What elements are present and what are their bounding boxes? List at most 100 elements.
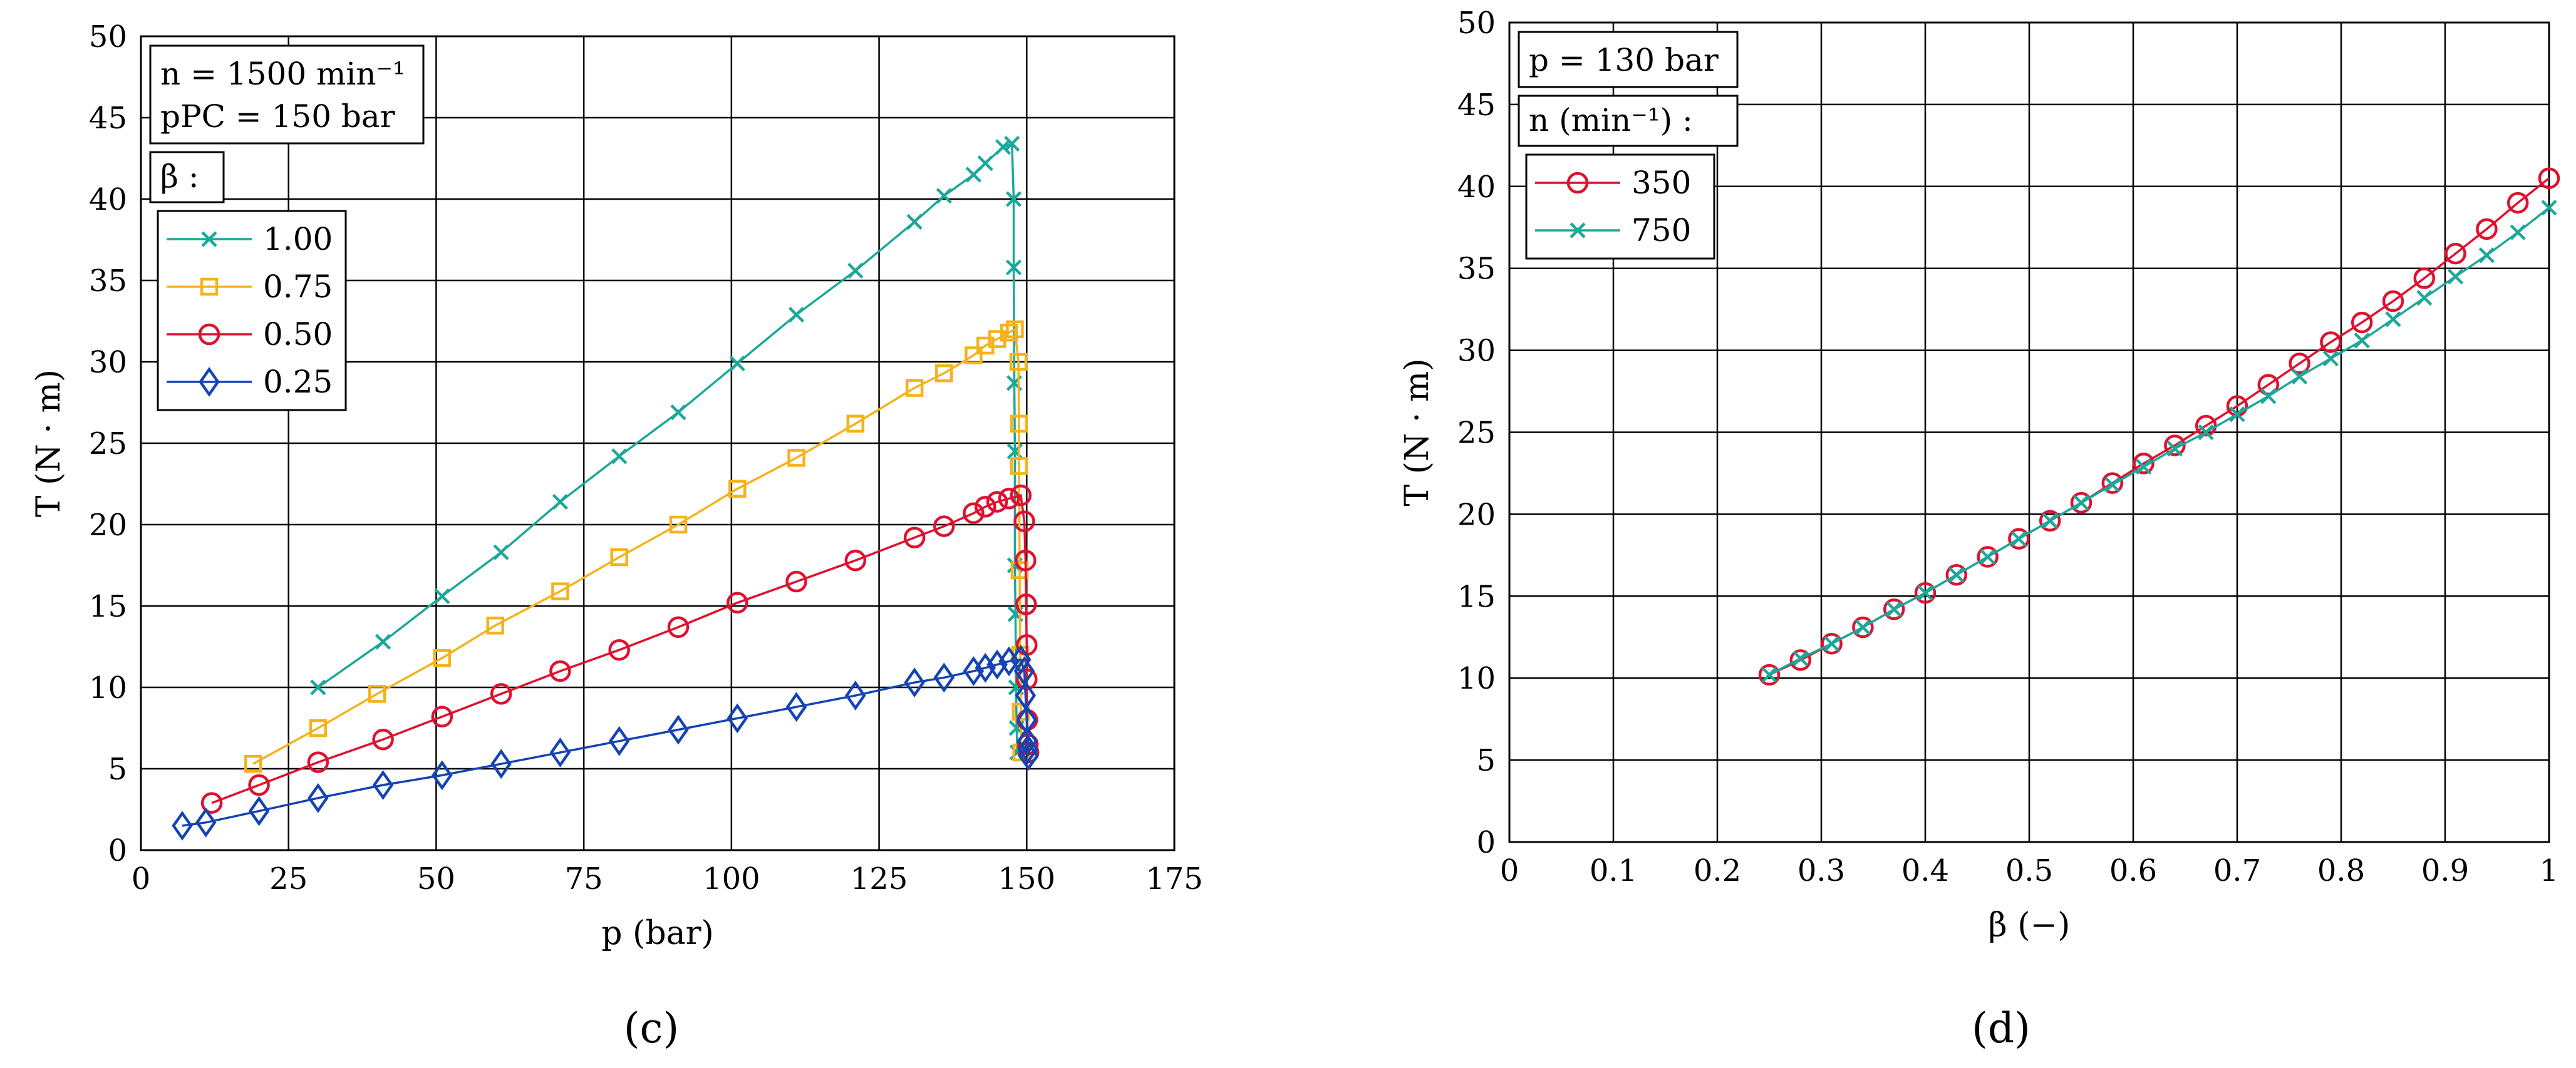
data-point — [787, 449, 805, 467]
data-point — [610, 548, 628, 567]
data-point — [431, 706, 453, 728]
data-point — [670, 404, 686, 421]
y-tick-label: 35 — [89, 264, 127, 299]
chart-panel-c: 0 25 50 75 100 125 150 175 0 5 10 15 20 25 30 35 40 45 50 p… — [30, 19, 1203, 1052]
series-line — [211, 493, 1030, 804]
data-point — [552, 494, 569, 510]
data-point — [1010, 414, 1028, 433]
x-tick-label: 0.4 — [1901, 853, 1949, 888]
data-point — [307, 751, 329, 773]
data-point — [248, 796, 270, 826]
data-point — [963, 502, 985, 525]
y-tick-label: 0 — [108, 833, 127, 868]
data-point — [372, 770, 394, 800]
y-tick-label: 5 — [1476, 743, 1496, 778]
data-point — [375, 634, 391, 650]
x-tick-label: 100 — [703, 861, 760, 896]
chart-panel-d: 0 0.1 0.2 0.3 0.4 0.5 0.6 0.7 0.8 0.9 105101520253… — [1399, 6, 2560, 1052]
y-tick-label: 50 — [89, 19, 127, 54]
data-point — [248, 774, 270, 796]
data-point — [2164, 434, 2186, 456]
panel-label: (d) — [1972, 1004, 2030, 1052]
data-point — [2010, 531, 2027, 547]
data-point — [1789, 649, 1812, 671]
info-box-line: p = 130 bar — [1529, 42, 1719, 78]
data-point — [2257, 374, 2280, 396]
data-point — [933, 662, 955, 693]
data-point — [965, 346, 983, 364]
data-point — [844, 549, 867, 572]
data-point — [549, 660, 571, 682]
data-point — [372, 728, 394, 751]
data-point — [1977, 546, 1999, 568]
data-point — [1980, 548, 1996, 565]
legend-title: n (min⁻¹) : — [1529, 102, 1693, 138]
data-point — [1017, 734, 1038, 764]
data-point — [433, 649, 452, 667]
y-tick-label: 45 — [89, 101, 127, 136]
data-point — [172, 811, 193, 841]
data-point — [2101, 472, 2124, 494]
x-tick-label: 0 — [1500, 853, 1519, 888]
data-point — [1917, 585, 1933, 601]
data-point — [727, 592, 748, 614]
data-point — [2444, 242, 2466, 265]
data-point — [2351, 311, 2373, 334]
data-point — [2289, 352, 2310, 374]
legend-swatch-marker — [200, 277, 219, 296]
data-point — [963, 656, 985, 686]
data-point — [2229, 406, 2245, 423]
data-point — [2382, 290, 2404, 312]
y-tick-label: 5 — [108, 752, 127, 787]
x-tick-label: 0 — [132, 861, 151, 896]
series-1.00 — [310, 136, 1025, 761]
data-point — [847, 262, 864, 279]
series-0.25 — [172, 644, 1039, 841]
data-point — [244, 754, 262, 773]
data-point — [1883, 598, 1905, 620]
y-tick-label: 25 — [1457, 416, 1496, 451]
data-point — [1015, 593, 1037, 615]
data-point — [2413, 267, 2436, 289]
legend-title-frame — [149, 151, 225, 203]
data-point — [1792, 650, 1809, 667]
info-box: n = 1500 min⁻¹ pPC = 150 bar — [149, 44, 425, 145]
data-point — [2541, 200, 2557, 216]
plot-frame — [1508, 21, 2550, 843]
data-point — [1854, 619, 1871, 635]
x-tick-label: 25 — [269, 861, 308, 896]
data-point — [434, 588, 450, 604]
data-point — [986, 491, 1008, 513]
data-point — [2448, 269, 2464, 285]
data-point — [2506, 192, 2529, 214]
x-tick-label: 0.9 — [2421, 853, 2469, 888]
plot-frame — [140, 35, 1176, 851]
data-point — [977, 155, 993, 172]
y-tick-label: 15 — [1457, 579, 1496, 614]
legend-entry: 750 — [1632, 212, 1691, 249]
data-point — [486, 616, 504, 635]
legend-entry: 0.50 — [263, 316, 333, 352]
info-box-frame — [1518, 31, 1739, 88]
legend-swatch-marker — [201, 231, 217, 247]
data-point — [845, 680, 866, 711]
y-axis-label: T (N · m) — [30, 369, 68, 517]
legend-swatch-marker — [1570, 222, 1586, 239]
data-point — [728, 480, 747, 498]
data-point — [1013, 510, 1035, 533]
data-point — [549, 737, 571, 768]
series-line — [1769, 177, 2550, 676]
data-point — [729, 356, 745, 372]
data-point — [2320, 331, 2342, 353]
legend-entry: 0.25 — [263, 364, 333, 400]
legend-entry: 350 — [1632, 165, 1691, 201]
legend-title-frame — [1518, 95, 1739, 147]
data-point — [986, 649, 1008, 680]
data-point — [2008, 528, 2030, 550]
data-point — [2166, 441, 2183, 457]
legend-swatch-marker — [198, 323, 220, 346]
data-point — [1009, 352, 1028, 371]
x-tick-label: 0.6 — [2109, 853, 2157, 888]
data-point — [2133, 452, 2154, 475]
